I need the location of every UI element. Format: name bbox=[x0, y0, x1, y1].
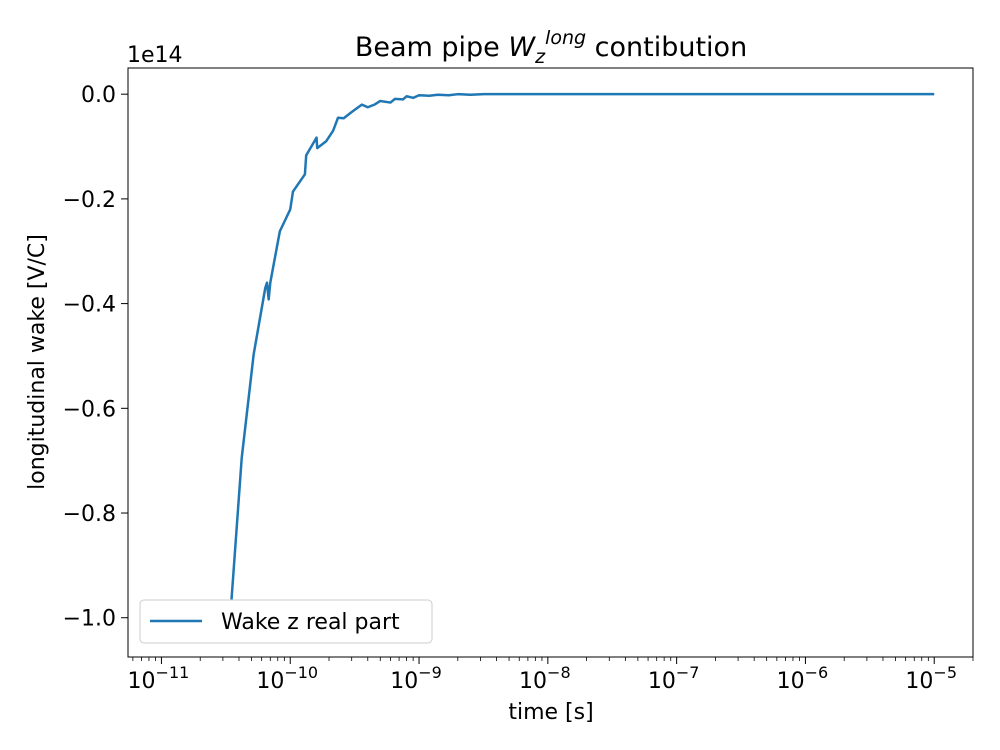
chart-title-suffix: contibution bbox=[586, 32, 747, 63]
x-tick-label-6: 10−5 bbox=[905, 663, 957, 694]
y-tick-label-1: −0.2 bbox=[63, 188, 116, 213]
x-tick-label-3: 10−8 bbox=[519, 663, 571, 694]
legend-box bbox=[139, 599, 433, 644]
chart-title-sub: z bbox=[534, 46, 546, 68]
y-axis-label: longitudinal wake [V/C] bbox=[25, 234, 50, 490]
y-tick-label-4: −0.8 bbox=[63, 502, 116, 527]
x-ticks: 10−11 10−10 10−9 10−8 10−7 10−6 10−5 bbox=[128, 657, 974, 694]
plot-area bbox=[230, 92, 935, 600]
plot-frame bbox=[127, 67, 974, 658]
x-tick-label-5: 10−6 bbox=[777, 663, 829, 694]
chart-title-main: W bbox=[508, 32, 536, 63]
y-tick-label-3: −0.6 bbox=[63, 397, 116, 422]
x-tick-label-0: 10−11 bbox=[128, 663, 190, 694]
x-axis-label: time [s] bbox=[508, 700, 593, 725]
legend: Wake z real part bbox=[139, 599, 433, 644]
y-tick-label-2: −0.4 bbox=[63, 293, 116, 318]
legend-label: Wake z real part bbox=[221, 610, 400, 635]
y-offset-label: 1e14 bbox=[127, 43, 183, 68]
chart-title-prefix: Beam pipe bbox=[355, 32, 509, 63]
x-tick-label-1: 10−10 bbox=[256, 663, 318, 694]
series-line-0 bbox=[230, 92, 935, 600]
y-tick-label-0: 0.0 bbox=[81, 83, 116, 108]
y-tick-label-5: −1.0 bbox=[63, 607, 116, 632]
x-tick-label-4: 10−7 bbox=[648, 663, 700, 694]
x-tick-label-2: 10−9 bbox=[390, 663, 442, 694]
chart-title: Beam pipe Wzlong contibution bbox=[355, 27, 747, 68]
chart-title-sup: long bbox=[545, 27, 586, 49]
y-ticks: 0.0 −0.2 −0.4 −0.6 −0.8 −1.0 bbox=[63, 83, 128, 632]
